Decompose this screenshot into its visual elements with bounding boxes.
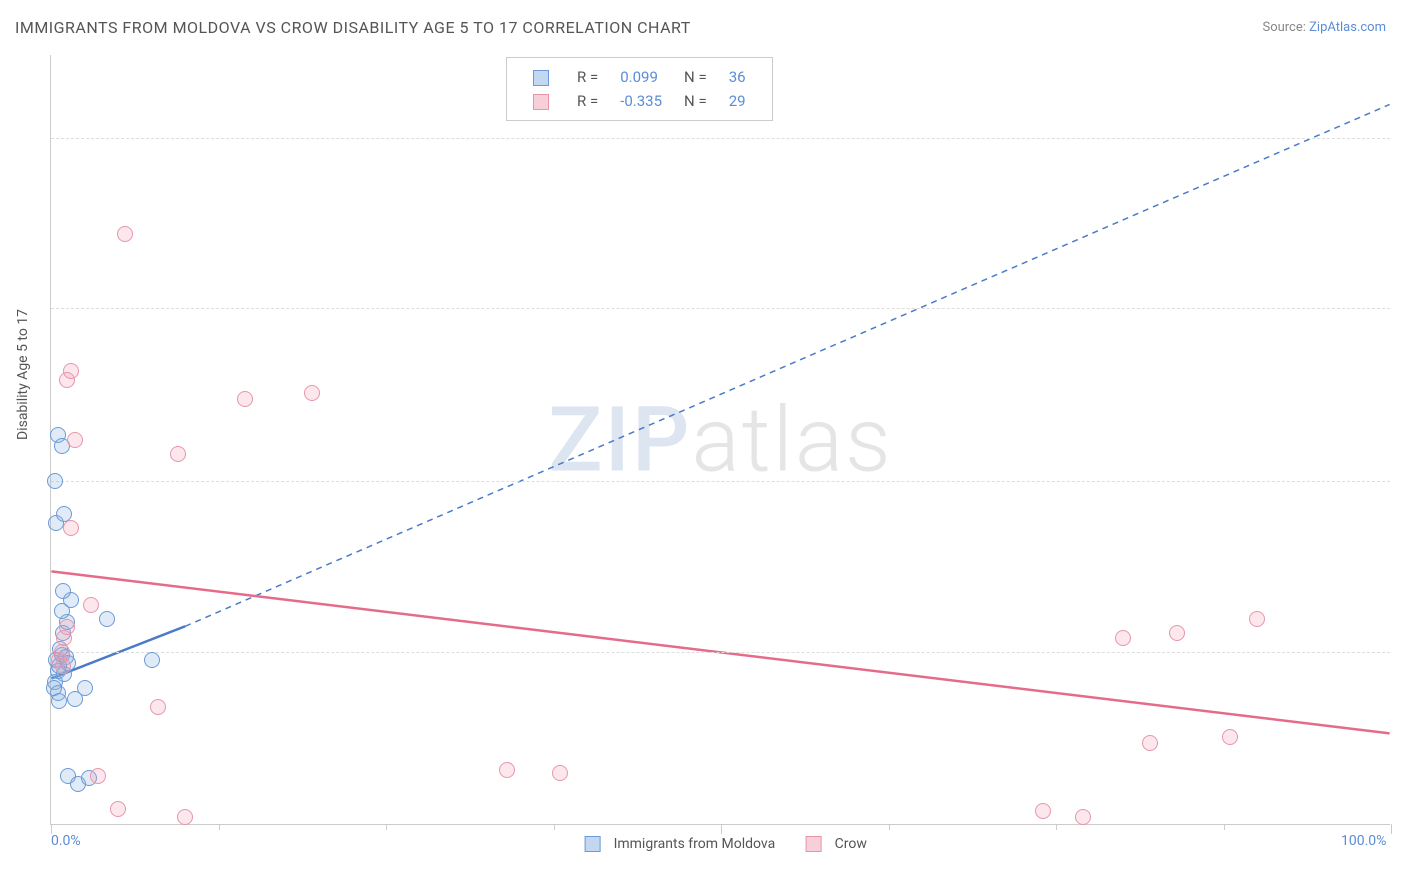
legend-swatch [533,94,549,110]
x-tick-minor [1224,824,1225,830]
legend-stat-row: R = 0.099 N = 36 [523,66,756,88]
data-point [63,363,79,379]
data-point [304,385,320,401]
data-point [1075,809,1091,825]
data-point [150,699,166,715]
legend-series: Immigrants from Moldova Crow [564,836,877,852]
data-point [1222,729,1238,745]
gridline [51,652,1390,653]
gridline [51,308,1390,309]
data-point [47,473,63,489]
watermark: ZIPatlas [548,387,893,492]
r-label: R = [567,66,608,88]
data-point [170,446,186,462]
data-point [83,597,99,613]
legend-item: Crow [795,836,867,852]
x-tick-label: 0.0% [51,833,81,849]
r-value: -0.335 [610,90,672,112]
data-point [237,391,253,407]
legend-swatch [533,70,549,86]
n-value: 29 [719,90,756,112]
data-point [51,693,67,709]
n-label: N = [674,66,717,88]
data-point [499,762,515,778]
legend-stats: R = 0.099 N = 36 R = -0.335 N = 29 [506,57,773,121]
x-tick-minor [219,824,220,830]
x-tick-minor [1056,824,1057,830]
chart-plot-area: ZIPatlas R = 0.099 N = 36 R = -0.335 N =… [50,55,1390,825]
source-prefix: Source: [1262,20,1309,35]
data-point [55,658,71,674]
data-point [1169,625,1185,641]
data-point [1142,735,1158,751]
legend-swatch [584,836,600,852]
x-tick-minor [554,824,555,830]
legend-stat-row: R = -0.335 N = 29 [523,90,756,112]
gridline [51,481,1390,482]
n-value: 36 [719,66,756,88]
n-label: N = [674,90,717,112]
data-point [110,801,126,817]
source-attribution: Source: ZipAtlas.com [1262,20,1386,35]
r-label: R = [567,90,608,112]
data-point [55,583,71,599]
data-point [144,652,160,668]
data-point [67,432,83,448]
r-value: 0.099 [610,66,672,88]
source-link[interactable]: ZipAtlas.com [1309,20,1386,35]
gridline [51,138,1390,139]
watermark-part1: ZIP [548,387,691,492]
data-point [1249,611,1265,627]
chart-title: IMMIGRANTS FROM MOLDOVA VS CROW DISABILI… [15,18,691,37]
trend-lines-layer [51,55,1390,824]
data-point [1115,630,1131,646]
x-tick-label: 100.0% [1341,833,1386,849]
data-point [59,619,75,635]
x-tick-major [721,824,722,834]
data-point [1035,803,1051,819]
trend-line [185,104,1389,626]
watermark-part2: atlas [691,387,892,492]
data-point [177,809,193,825]
data-point [99,611,115,627]
data-point [117,226,133,242]
data-point [552,765,568,781]
x-tick-minor [889,824,890,830]
x-tick-minor [386,824,387,830]
data-point [63,520,79,536]
y-axis-title: Disability Age 5 to 17 [15,309,31,440]
data-point [77,680,93,696]
legend-swatch [805,836,821,852]
x-tick-major [1391,824,1392,834]
legend-item: Immigrants from Moldova [574,836,775,852]
data-point [90,768,106,784]
